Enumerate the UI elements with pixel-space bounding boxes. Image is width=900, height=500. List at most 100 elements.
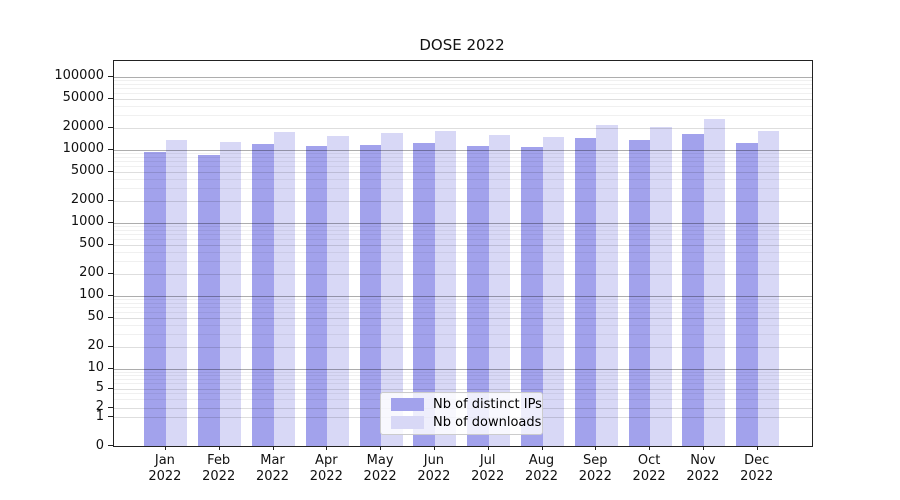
y-tick-label-200: 200 [79, 265, 104, 281]
gridline-10 [114, 368, 812, 370]
y-tick-mark [108, 345, 113, 347]
bar-mar-downloads [273, 131, 295, 446]
x-tick-label-sep: Sep 2022 [578, 453, 612, 484]
y-tick-label-10000: 10000 [62, 141, 104, 157]
bar-apr-downloads [327, 135, 349, 446]
x-tick-mark [487, 446, 489, 450]
gridline-20 [114, 346, 812, 348]
legend-item-distinct-ips: Nb of distinct IPs [381, 397, 542, 412]
gridline-70000 [114, 88, 812, 89]
bar-feb-distinct-ips [198, 154, 220, 446]
bar-jan-distinct-ips [144, 151, 166, 446]
gridline-300 [114, 260, 812, 262]
legend-item-downloads: Nb of downloads [381, 415, 542, 430]
y-tick-mark [108, 387, 113, 389]
bar-aug-downloads [542, 136, 564, 446]
y-tick-mark [108, 97, 113, 99]
chart-title: DOSE 2022 [419, 36, 505, 54]
y-tick-label-5000: 5000 [70, 163, 104, 179]
gridline-800 [114, 229, 812, 231]
y-tick-label-50: 50 [87, 309, 104, 325]
gridline-90000 [114, 80, 812, 82]
gridline-4000 [114, 178, 812, 180]
x-tick-label-jul: Jul 2022 [471, 453, 505, 484]
legend-label-distinct-ips: Nb of distinct IPs [433, 397, 542, 413]
bar-feb-downloads [219, 141, 242, 446]
gridline-9 [114, 371, 812, 373]
legend-swatch-downloads [391, 415, 424, 429]
y-tick-label-1000: 1000 [70, 214, 104, 230]
gridline-80 [114, 302, 812, 304]
y-tick-mark [108, 445, 113, 446]
y-tick-label-0: 0 [95, 437, 104, 453]
bar-oct-downloads [650, 126, 672, 446]
gridline-40000 [114, 105, 812, 107]
bar-dec-distinct-ips [736, 142, 758, 446]
bar-oct-distinct-ips [628, 139, 651, 446]
bar-mar-distinct-ips [252, 143, 274, 446]
y-tick-label-1: 1 [95, 408, 104, 424]
gridline-400 [114, 251, 812, 253]
gridline-30000 [114, 114, 812, 116]
x-tick-mark [702, 446, 704, 450]
x-tick-label-feb: Feb 2022 [202, 453, 236, 484]
y-tick-label-500: 500 [79, 236, 104, 252]
gridline-1000 [114, 222, 812, 224]
y-tick-mark [108, 416, 113, 417]
x-tick-mark [164, 446, 166, 450]
y-tick-mark [108, 126, 113, 128]
y-tick-mark [108, 75, 113, 77]
gridline-600 [114, 238, 812, 240]
y-tick-mark [108, 199, 113, 201]
bar-jun-distinct-ips [413, 142, 435, 446]
bar-apr-distinct-ips [305, 146, 328, 446]
gridline-2000 [114, 200, 812, 202]
x-tick-mark [595, 446, 597, 450]
x-tick-label-mar: Mar 2022 [255, 453, 290, 484]
bar-dec-downloads [757, 131, 780, 446]
x-tick-mark [272, 446, 274, 450]
y-tick-label-2: 2 [95, 399, 104, 414]
x-tick-label-jan: Jan 2022 [148, 453, 182, 484]
x-tick-label-aug: Aug 2022 [524, 453, 559, 484]
gridline-900 [114, 226, 812, 228]
bar-jan-downloads [165, 139, 188, 446]
gridline-60 [114, 311, 812, 313]
gridline-80000 [114, 83, 812, 85]
x-tick-mark [218, 446, 220, 450]
y-tick-mark [108, 316, 113, 318]
x-tick-label-jun: Jun 2022 [417, 453, 451, 484]
bar-may-downloads [381, 132, 403, 446]
x-tick-mark [541, 446, 543, 450]
bar-nov-downloads [703, 119, 726, 446]
gridline-30 [114, 333, 812, 335]
gridline-700 [114, 234, 812, 235]
bar-jul-downloads [488, 134, 511, 446]
bar-nov-distinct-ips [682, 134, 704, 446]
legend-swatch-distinct-ips [391, 398, 424, 412]
gridline-200 [114, 273, 812, 275]
gridline-7000 [114, 161, 812, 162]
gridline-10000 [114, 149, 812, 151]
x-tick-mark [326, 446, 328, 450]
bar-sep-distinct-ips [574, 138, 597, 446]
x-tick-label-dec: Dec 2022 [740, 453, 774, 484]
x-tick-label-apr: Apr 2022 [309, 453, 343, 484]
gridline-100000 [114, 76, 812, 78]
bar-jul-distinct-ips [467, 146, 489, 446]
y-tick-label-100: 100 [79, 287, 104, 303]
y-tick-mark [108, 367, 113, 369]
y-tick-mark [108, 221, 113, 223]
gridline-500 [114, 244, 812, 246]
gridline-40 [114, 324, 812, 326]
gridline-100 [114, 295, 812, 297]
y-tick-label-50000: 50000 [62, 90, 104, 106]
legend: Nb of distinct IPs Nb of downloads [380, 392, 543, 435]
y-tick-mark [108, 406, 113, 408]
gridline-7 [114, 378, 812, 380]
gridline-60000 [114, 92, 812, 94]
gridline-20000 [114, 127, 812, 129]
bar-may-distinct-ips [359, 145, 382, 446]
y-tick-mark [108, 148, 113, 150]
